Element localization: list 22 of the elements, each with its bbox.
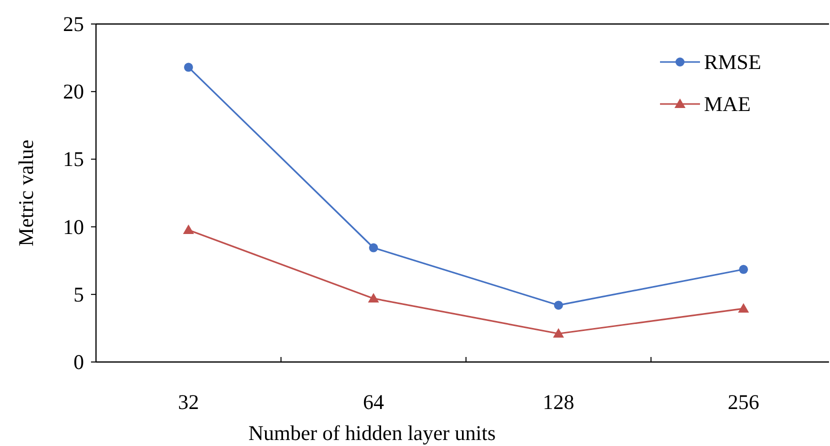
x-tick-label: 64 — [363, 390, 384, 414]
y-axis-title: Metric value — [14, 140, 38, 246]
y-tick-label: 0 — [74, 350, 84, 374]
legend-label: RMSE — [704, 50, 762, 74]
legend-label: MAE — [704, 92, 751, 116]
y-tick-label: 10 — [63, 214, 84, 239]
point — [368, 292, 379, 302]
x-tick-label: 256 — [728, 390, 760, 414]
x-axis-title: Number of hidden layer units — [248, 421, 496, 445]
point — [554, 300, 563, 310]
point — [738, 303, 749, 313]
y-tick-label: 20 — [63, 80, 84, 104]
x-tick-label: 32 — [178, 390, 199, 414]
y-tick-label: 5 — [74, 282, 84, 306]
point — [184, 62, 193, 72]
x-tick-label: 128 — [542, 390, 574, 414]
y-tick-label: 15 — [63, 147, 84, 172]
point — [183, 224, 194, 234]
point — [739, 264, 748, 274]
y-tick-label: 25 — [63, 12, 84, 36]
point — [553, 328, 564, 338]
point — [369, 243, 378, 252]
